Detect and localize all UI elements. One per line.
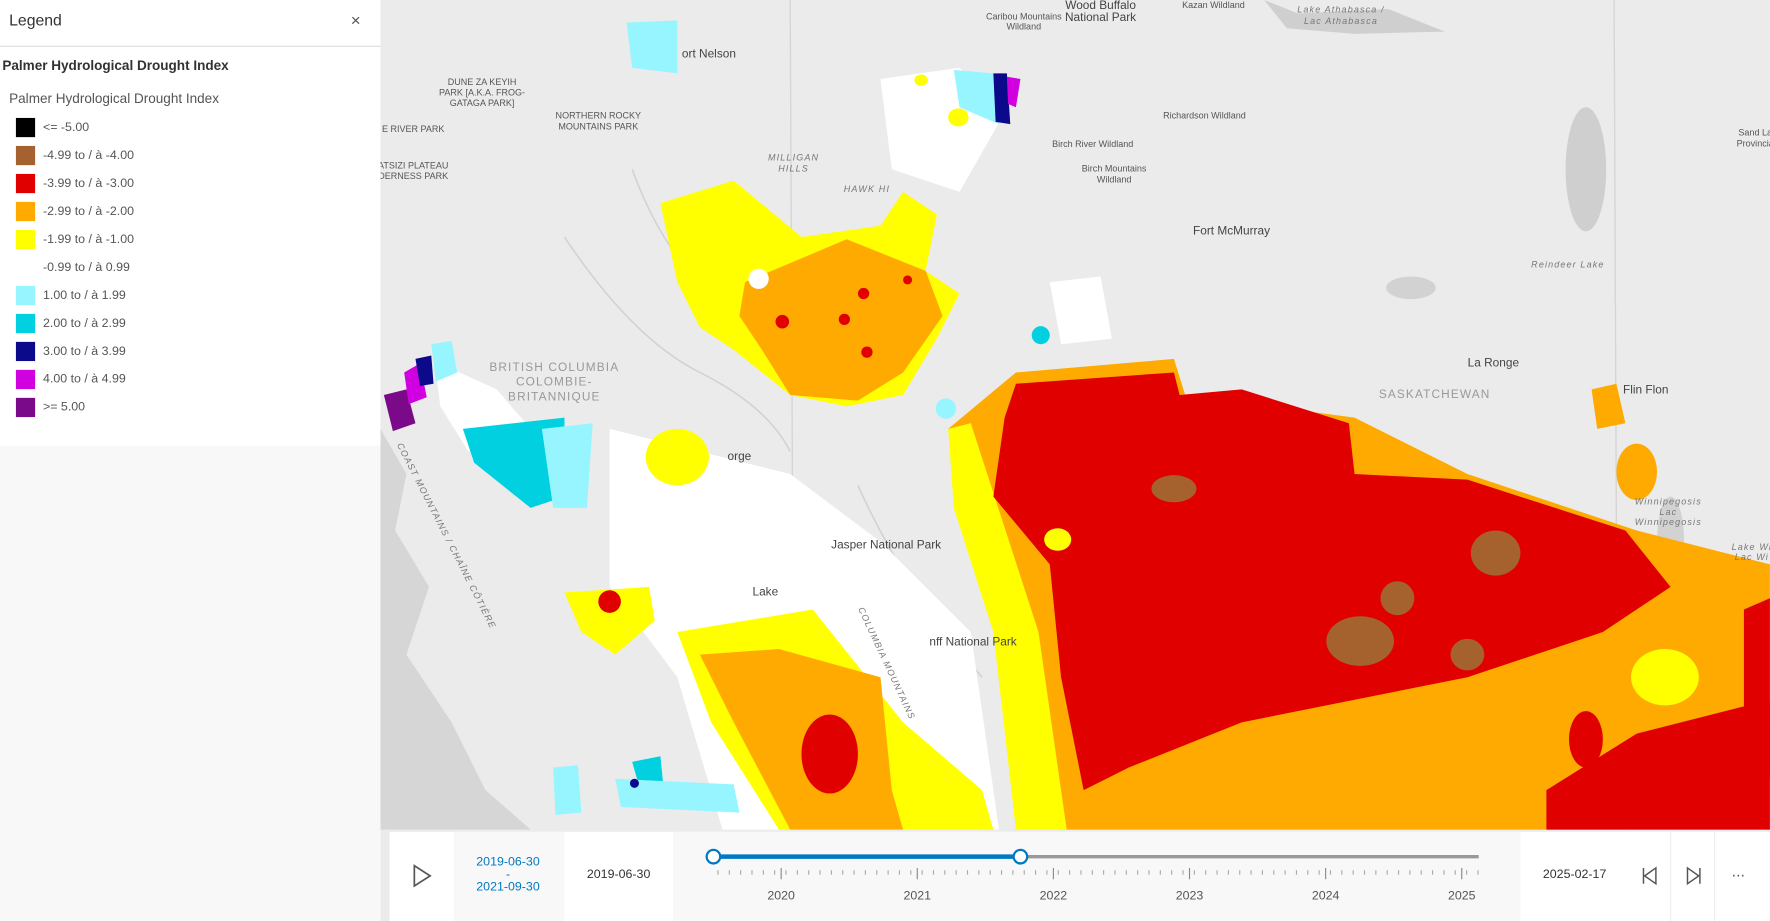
legend-swatch (15, 201, 36, 222)
map-label: E RIVER PARK (382, 124, 444, 134)
map-label: HILLS (778, 164, 809, 174)
legend-label: 1.00 to / à 1.99 (43, 288, 126, 302)
map-label: Lake Athabasca / (1297, 5, 1385, 15)
map-label: BRITISH COLUMBIA (489, 360, 619, 374)
map-label: ATSIZI PLATEAU (378, 160, 448, 170)
close-button[interactable]: × (351, 11, 361, 30)
map-label: Lake Wi (1732, 542, 1770, 552)
slider-thumb-start[interactable] (705, 848, 722, 865)
map-label: Sand La (1738, 128, 1770, 138)
map-label: ort Nelson (682, 46, 736, 60)
next-button[interactable] (1686, 866, 1701, 886)
legend-label: -3.99 to / à -3.00 (43, 176, 134, 190)
legend-swatch (15, 173, 36, 194)
map-label: nff National Park (929, 634, 1016, 648)
map-label: Kazan Wildland (1182, 0, 1245, 10)
layer-title: Palmer Hydrological Drought Index (2, 58, 229, 73)
map-label: GATAGA PARK] (450, 98, 515, 108)
map-label: Jasper National Park (831, 537, 941, 551)
more-button[interactable]: ... (1732, 864, 1745, 881)
map-label: Flin Flon (1623, 383, 1668, 397)
map-label: Wildland (1007, 21, 1042, 31)
extent-start: 2019-06-30 (476, 855, 540, 869)
map-label: SASKATCHEWAN (1379, 387, 1491, 401)
map-label: Wildland (1097, 174, 1132, 184)
map-label: Richardson Wildland (1163, 111, 1246, 121)
legend-label: 2.00 to / à 2.99 (43, 316, 126, 330)
legend-swatch (15, 313, 36, 334)
legend-swatch (15, 369, 36, 390)
year-label: 2022 (1040, 888, 1068, 902)
legend-label: -2.99 to / à -2.00 (43, 204, 134, 218)
map-label: Reindeer Lake (1531, 260, 1604, 270)
map-label: COLOMBIE- (516, 375, 593, 389)
legend-label: 4.00 to / à 4.99 (43, 372, 126, 386)
map-label: Lac (1659, 507, 1677, 517)
map-label: orge (728, 449, 752, 463)
year-label: 2025 (1448, 888, 1476, 902)
extent-end: 2021-09-30 (476, 879, 540, 893)
legend-swatch (15, 285, 36, 306)
legend-swatch (15, 145, 36, 166)
legend-header: Legend (9, 13, 62, 30)
legend-label: >= 5.00 (43, 400, 85, 414)
map-label: Winnipegosis (1635, 517, 1702, 527)
map-label: Wood Buffalo (1065, 0, 1136, 12)
play-button[interactable] (413, 864, 432, 888)
map-label: Winnipegosis (1635, 497, 1702, 507)
map-label: HAWK HI (844, 184, 890, 194)
map-label: Fort McMurray (1193, 224, 1270, 238)
legend-label: -0.99 to / à 0.99 (43, 260, 130, 274)
map-label: Lake (753, 585, 779, 599)
legend-label: -4.99 to / à -4.00 (43, 148, 134, 162)
map-label: MILLIGAN (768, 152, 819, 162)
previous-button[interactable] (1642, 866, 1657, 886)
legend-swatch (15, 229, 36, 250)
map-label: DERNESS PARK (378, 171, 448, 181)
map-label: Birch River Wildland (1052, 139, 1133, 149)
map-label: BRITANNIQUE (508, 389, 600, 403)
legend-label: 3.00 to / à 3.99 (43, 344, 126, 358)
map-label: Lac Wi (1735, 552, 1769, 562)
map-label: La Ronge (1468, 356, 1520, 370)
year-label: 2020 (767, 888, 795, 902)
time-slider: 2019-06-30 - 2021-09-30 2019-06-30 2025-… (389, 831, 1770, 921)
max-date: 2025-02-17 (1543, 867, 1607, 881)
map-label: National Park (1065, 10, 1136, 24)
year-label: 2023 (1176, 888, 1204, 902)
map-label: NORTHERN ROCKY (556, 111, 642, 121)
legend-swatch (15, 117, 36, 138)
extent-separator: - (506, 867, 510, 881)
map-label: DUNE ZA KEYIH (448, 77, 517, 87)
map-label: Provincia (1737, 138, 1770, 148)
legend-swatch (15, 341, 36, 362)
map-label: Birch Mountains (1082, 164, 1147, 174)
sublayer-title: Palmer Hydrological Drought Index (9, 91, 219, 106)
map-label: Lac Athabasca (1304, 16, 1378, 26)
map-label: PARK [A.K.A. FROG- (439, 87, 525, 97)
legend-swatch (15, 257, 36, 278)
min-date: 2019-06-30 (587, 867, 651, 881)
year-label: 2021 (903, 888, 931, 902)
legend-swatch (15, 397, 36, 418)
year-label: 2024 (1312, 888, 1340, 902)
slider-thumb-end[interactable] (1012, 848, 1029, 865)
legend-label: -1.99 to / à -1.00 (43, 232, 134, 246)
map-label: MOUNTAINS PARK (558, 121, 638, 131)
legend-panel: Legend × Palmer Hydrological Drought Ind… (0, 0, 381, 921)
map-label: Caribou Mountains (986, 11, 1062, 21)
legend-label: <= -5.00 (43, 120, 89, 134)
